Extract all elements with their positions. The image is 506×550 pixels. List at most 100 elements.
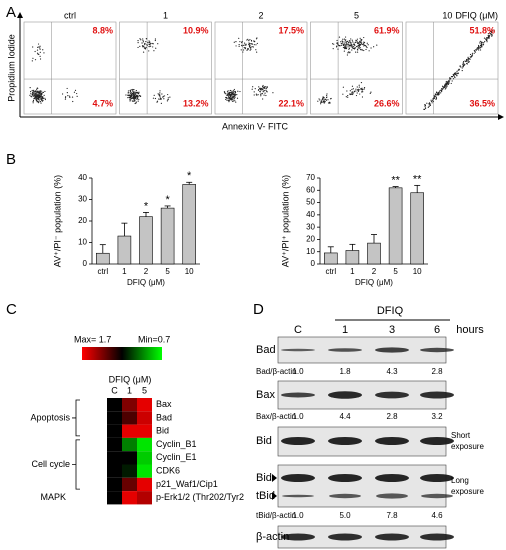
- event-dot: [350, 42, 352, 44]
- ratio-value: 1.0: [292, 511, 304, 520]
- event-dot: [144, 47, 146, 49]
- event-dot: [127, 94, 130, 96]
- event-dot: [360, 40, 362, 42]
- event-dot: [253, 41, 256, 43]
- event-dot: [36, 52, 39, 54]
- x-tick-label: ctrl: [325, 267, 336, 276]
- band: [328, 533, 362, 541]
- heat-cell: [122, 491, 137, 505]
- event-dot: [356, 92, 358, 94]
- event-dot: [483, 41, 485, 44]
- event-dot: [73, 91, 76, 93]
- event-dot: [230, 99, 232, 101]
- x-axis-label: DFIQ (μM): [127, 278, 165, 287]
- band: [375, 474, 409, 482]
- event-dot: [337, 43, 339, 45]
- event-dot: [329, 98, 332, 100]
- event-dot: [233, 98, 235, 100]
- event-dot: [39, 90, 41, 92]
- event-dot: [321, 101, 323, 103]
- event-dot: [351, 49, 353, 51]
- event-dot: [64, 97, 67, 99]
- event-dot: [140, 39, 142, 41]
- event-dot: [342, 38, 344, 40]
- event-dot: [29, 94, 31, 96]
- event-dot: [484, 40, 486, 43]
- event-dot: [142, 46, 144, 48]
- event-dot: [348, 43, 350, 45]
- ratio-value: 5.0: [339, 511, 351, 520]
- event-dot: [364, 44, 366, 46]
- event-dot: [476, 48, 478, 50]
- event-dot: [262, 91, 264, 93]
- event-dot: [241, 41, 243, 43]
- ratio-value: 1.0: [292, 367, 304, 376]
- event-dot: [360, 38, 362, 41]
- band: [281, 348, 315, 352]
- event-dot: [352, 93, 354, 96]
- event-dot: [345, 39, 347, 41]
- event-dot: [36, 95, 38, 97]
- event-dot: [251, 88, 253, 90]
- event-dot: [228, 92, 231, 95]
- event-dot: [445, 86, 448, 88]
- event-dot: [130, 99, 132, 101]
- event-dot: [151, 42, 153, 45]
- color-scale: [82, 347, 162, 360]
- event-dot: [481, 46, 483, 48]
- event-dot: [137, 40, 139, 42]
- event-dot: [355, 41, 357, 43]
- event-dot: [474, 51, 477, 53]
- blot-label: Bid: [256, 472, 272, 484]
- lane-label: 1: [342, 324, 348, 336]
- event-dot: [368, 50, 370, 52]
- event-dot: [69, 96, 71, 98]
- event-dot: [359, 40, 361, 43]
- band: [375, 347, 409, 353]
- event-dot: [471, 55, 473, 57]
- event-dot: [441, 88, 443, 90]
- event-dot: [129, 96, 132, 98]
- event-dot: [32, 57, 34, 59]
- event-dot: [259, 87, 261, 89]
- event-dot: [351, 85, 354, 87]
- event-dot: [353, 43, 356, 46]
- heat-cell: [122, 451, 137, 465]
- bar: [139, 216, 153, 265]
- event-dot: [42, 91, 45, 94]
- event-dot: [357, 42, 359, 45]
- y-tick-label: 0: [311, 259, 316, 268]
- event-dot: [133, 99, 135, 101]
- event-dot: [251, 46, 253, 48]
- event-dot: [356, 40, 358, 42]
- event-dot: [132, 88, 134, 91]
- event-dot: [320, 101, 322, 103]
- event-dot: [159, 90, 161, 92]
- event-dot: [359, 43, 362, 46]
- event-dot: [166, 100, 168, 102]
- event-dot: [485, 39, 488, 42]
- event-dot: [232, 91, 234, 94]
- band: [328, 474, 362, 482]
- event-dot: [266, 90, 268, 92]
- event-dot: [343, 38, 346, 40]
- y-axis-label: AV⁺/PI⁺ population (%): [280, 175, 290, 267]
- event-dot: [266, 86, 268, 89]
- event-dot: [445, 82, 448, 84]
- event-dot: [231, 94, 233, 96]
- event-dot: [327, 99, 329, 101]
- event-dot: [357, 46, 360, 48]
- event-dot: [41, 90, 43, 92]
- event-dot: [34, 59, 37, 61]
- event-dot: [156, 100, 159, 102]
- event-dot: [128, 92, 130, 94]
- event-dot: [42, 99, 44, 101]
- event-dot: [129, 89, 132, 91]
- event-dot: [33, 92, 35, 94]
- event-dot: [264, 92, 266, 94]
- event-dot: [473, 52, 475, 54]
- band: [328, 437, 362, 445]
- event-dot: [159, 94, 161, 96]
- event-dot: [325, 98, 327, 100]
- event-dot: [258, 86, 260, 88]
